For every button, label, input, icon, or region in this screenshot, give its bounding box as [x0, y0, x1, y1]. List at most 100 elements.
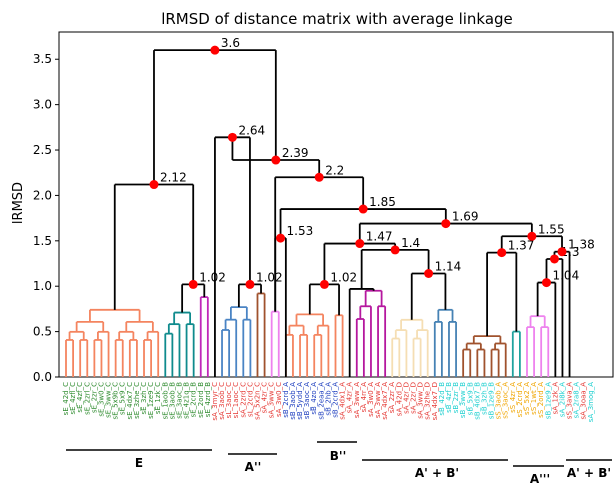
- leaf-label: sE_42d_C: [62, 382, 70, 415]
- leaf-label: sS_3ava_A: [566, 382, 574, 419]
- leaf-label: sA_3w0_A: [367, 382, 375, 417]
- merge-node: [390, 245, 400, 255]
- leaf-label: sE_3zhe_C: [133, 382, 141, 419]
- leaf-label: sB_2zr_B: [452, 382, 460, 413]
- merge-node: [314, 172, 324, 182]
- merge-height-label: 1.85: [369, 195, 396, 209]
- leaf-label: sE_3zh_C: [140, 382, 148, 415]
- leaf-label: sS_5x2_A: [523, 382, 531, 415]
- merge-height-label: 1.69: [452, 210, 479, 224]
- leaf-label: sA_2ra8_A: [573, 382, 581, 419]
- leaf-label: sA_3ww_D: [417, 382, 425, 419]
- merge-height-label: 1.55: [538, 222, 565, 236]
- y-axis: 0.0 0.5 1.0 1.5 2.0 2.5 3.0 3.5: [33, 52, 59, 384]
- merge-node: [355, 239, 365, 249]
- chart-title: lRMSD of distance matrix with average li…: [161, 10, 513, 28]
- merge-node: [245, 279, 255, 289]
- leaf-label: sS_1wt_A: [530, 382, 538, 415]
- y-tick-label: 0.5: [33, 325, 52, 339]
- merge-node: [149, 180, 159, 190]
- leaf-label: sB_3ww_B: [459, 382, 467, 418]
- merge-height-label: 1.53: [287, 224, 314, 238]
- leaf-label: sS_2crd_A: [516, 382, 524, 418]
- leaf-label: sA_3w0_C: [275, 382, 283, 417]
- plot-area: 1.02 2.12 1.02 2.64 1.02 1.14 1.4 1.47 1.37 1.04 1…: [58, 31, 614, 378]
- merge-node: [271, 155, 281, 165]
- group-label: B'': [330, 449, 347, 463]
- leaf-label: sA_3aob_C: [218, 382, 226, 420]
- leaf-label: sE_3aob_B: [168, 382, 176, 420]
- merge-height-label: 1.4: [401, 236, 420, 250]
- merge-height-label: 1.02: [330, 270, 357, 284]
- merge-height-label: 1.14: [435, 260, 462, 274]
- leaf-label: sE_3aoc_B: [175, 382, 183, 419]
- leaf-label: sA_3myr_C: [211, 382, 219, 421]
- y-tick-label: 1.5: [33, 234, 52, 248]
- leaf-label: sA_3mog_A: [587, 382, 595, 422]
- merge-node: [227, 132, 237, 142]
- leaf-label: sS_2ord_A: [537, 382, 545, 418]
- leaf-label: sL_2crd_C: [246, 382, 254, 417]
- leaf-label: sA_3ww_A: [353, 382, 361, 418]
- merge-node: [497, 248, 507, 258]
- group-label: A'': [245, 460, 262, 474]
- y-tick-label: 2.0: [33, 188, 52, 202]
- leaf-label: sB_5x9_B: [466, 382, 474, 415]
- group-label: A' + B': [415, 466, 459, 480]
- leaf-label: sB_4zf_B: [445, 382, 453, 413]
- leaf-label: sA_5x2n_C: [253, 382, 261, 420]
- leaf-label: sB_4zo_A: [310, 382, 318, 415]
- leaf-label: sA_2i8k_A: [558, 382, 566, 417]
- leaf-label: sE_2zrl_C: [83, 382, 91, 415]
- merge-height-label: 1.02: [199, 270, 226, 284]
- merge-node: [319, 279, 329, 289]
- merge-height-label: 1.3: [560, 245, 579, 259]
- leaf-label: sS_3aoc_A: [502, 382, 510, 419]
- leaf-label: sB_2hb_A: [324, 382, 332, 416]
- merge-node: [527, 231, 537, 241]
- leaf-label: sA_4zr_D: [402, 382, 410, 414]
- leaf-label: sE_2zr_C: [90, 382, 98, 413]
- leaf-label: sB_3aob_A: [289, 382, 297, 420]
- leaf-label: sE_1zk_C: [154, 382, 162, 414]
- leaf-label: sB_2crd_A: [332, 382, 340, 418]
- leaf-label: sB_2eaa_A: [317, 382, 325, 420]
- leaf-label: sB_1ze9_A: [544, 382, 552, 419]
- merge-height-label: 2.2: [325, 163, 344, 177]
- merge-height-label: 1.04: [552, 269, 579, 283]
- y-tick-label: 3.0: [33, 98, 52, 112]
- leaf-label: sB_42d_B: [438, 382, 446, 416]
- leaf-label: sA_4zr_C: [261, 382, 269, 413]
- leaf-labels: sE_42d_C sE_4zfl_C sE_4zf_C sE_2zrl_C sE_2zr…: [62, 382, 595, 422]
- leaf-label: sA_2zr_A: [388, 382, 396, 413]
- leaf-label: sA_4dx1_A: [339, 382, 347, 420]
- leaf-label: sA_4dx7_D: [431, 382, 439, 420]
- leaf-label: sA_4zr_A: [346, 382, 354, 413]
- leaf-label: sE_4zfl_C: [69, 382, 77, 415]
- leaf-label: sE_5x9_C: [119, 382, 127, 415]
- merge-height-label: 2.12: [160, 171, 187, 185]
- leaf-label: sA_3oaa_A: [580, 382, 588, 420]
- leaf-label: sL_1aoc_C: [232, 382, 240, 418]
- group-label: E: [135, 456, 143, 470]
- leaf-label: sE_3w0_C: [97, 382, 105, 417]
- merge-height-label: 3.6: [221, 36, 240, 50]
- merge-node: [358, 204, 368, 214]
- leaf-label: sB_4dx7_B: [473, 382, 481, 420]
- leaf-label: sA_3ww_A: [374, 382, 382, 418]
- leaf-label: sA_3ww_C: [268, 382, 276, 418]
- leaf-label: sS_3aob_A: [495, 382, 503, 420]
- leaf-label: sA_2zrd_C: [239, 382, 247, 418]
- leaf-label: sA_3zhe_D: [424, 382, 432, 420]
- leaf-label: sE_3ww_C: [105, 382, 113, 418]
- leaf-label: sE_4dx7_C: [126, 382, 134, 420]
- leaf-label: sE_1ze9_C: [147, 382, 155, 419]
- leaf-label: sB_5ydd_A: [296, 382, 304, 420]
- merge-node: [441, 219, 451, 229]
- merge-height-label: 2.64: [238, 123, 265, 137]
- leaf-label: sE_5x9b_C: [112, 382, 120, 420]
- merge-height-label: 2.39: [282, 146, 309, 160]
- merge-node: [541, 278, 551, 288]
- leaf-label: sE_4zrd_B: [204, 382, 212, 417]
